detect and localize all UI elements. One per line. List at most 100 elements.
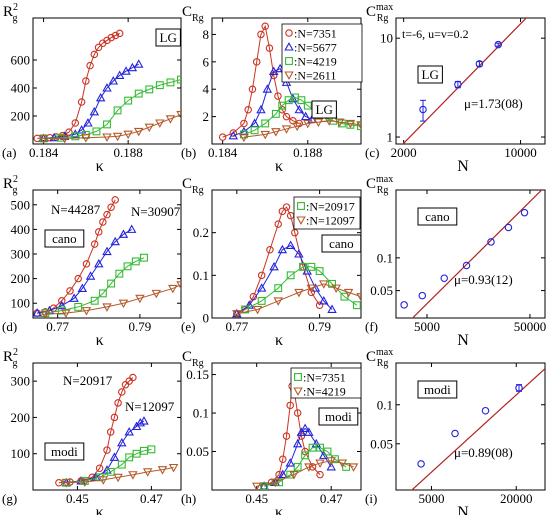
x-axis-label: κ	[275, 158, 283, 175]
panel-label: (a)	[2, 145, 16, 160]
data-point	[273, 297, 283, 306]
data-point	[95, 464, 104, 472]
data-point	[128, 471, 138, 480]
legend-entry: :N=4219	[303, 385, 346, 399]
fit-label: μ=0.89(08)	[454, 445, 513, 460]
x-axis-label: N	[457, 504, 469, 515]
data-point	[256, 104, 266, 114]
x-tick-label: 0.47	[140, 491, 163, 506]
data-point	[165, 115, 176, 124]
data-point	[451, 429, 459, 438]
legend-box	[290, 367, 362, 399]
y-tick-label: 0.1	[377, 397, 393, 412]
y-tick-label: 200	[11, 109, 31, 124]
label-box	[417, 65, 443, 84]
data-point	[289, 116, 297, 125]
data-point	[418, 291, 427, 300]
series-line	[37, 228, 132, 314]
data-point	[356, 121, 361, 130]
plot-frame	[211, 362, 362, 491]
box-label: LG	[316, 102, 333, 117]
data-layer	[402, 18, 528, 144]
panel-f: 5000 50000 0.05 0.1 Cmax Rg N (f) cano μ=0.93(12)	[365, 174, 546, 349]
plot-frame	[32, 17, 182, 145]
data-point	[288, 93, 298, 103]
x-tick-label: 0.77	[46, 319, 69, 334]
data-point	[218, 133, 227, 141]
data-point	[319, 296, 329, 305]
data-point	[118, 229, 129, 238]
annotation: N=44287	[51, 202, 101, 217]
box-label: modi	[325, 409, 352, 424]
series-line	[236, 283, 361, 315]
data-point	[115, 269, 124, 278]
data-point	[294, 288, 304, 298]
data-point	[83, 118, 93, 127]
series-line	[37, 199, 116, 314]
y-tick-label: 200	[11, 271, 31, 286]
data-point	[300, 423, 310, 432]
annotation: N=30907	[131, 204, 181, 219]
series-line	[66, 448, 152, 484]
data-point	[56, 133, 65, 142]
data-point	[176, 111, 181, 120]
data-point	[319, 280, 329, 289]
legend-marker	[297, 202, 305, 210]
data-point	[132, 449, 141, 458]
data-point	[94, 258, 104, 268]
data-point	[301, 451, 310, 460]
panel-i: 5000 20000 0.05 0.1 Cmax Rg N (i) modi μ=0.89(08)	[365, 347, 546, 515]
data-point	[331, 284, 341, 294]
x-axis-label: κ	[275, 504, 283, 515]
data-point	[257, 271, 266, 280]
data-point	[419, 105, 427, 114]
data-point	[66, 287, 74, 295]
y-axis-label: CRg	[182, 349, 204, 369]
label-box	[44, 229, 85, 248]
data-point	[282, 112, 291, 121]
fit-label: μ=0.93(12)	[454, 272, 513, 287]
data-point	[494, 40, 502, 49]
panel-label: (i)	[365, 491, 377, 506]
data-point	[232, 310, 242, 318]
data-point	[102, 83, 112, 92]
data-point	[108, 76, 119, 85]
label-box	[417, 380, 458, 399]
fit-label: μ=1.73(08)	[464, 96, 523, 111]
data-point	[278, 469, 288, 479]
panel-e: 0.77 0.79 0 0.1 0.2 CRg κ (e) cano:N=20917:N=120…	[181, 176, 362, 349]
data-point	[330, 455, 339, 464]
data-point	[257, 296, 266, 305]
legend-marker	[296, 216, 306, 225]
data-point	[61, 479, 72, 488]
y-tick-label: 100	[11, 296, 31, 311]
data-point	[102, 303, 112, 312]
data-point	[49, 132, 59, 142]
legend-entry: :N=5677	[294, 41, 337, 55]
data-point	[123, 130, 133, 140]
data-point	[289, 471, 299, 480]
data-point	[58, 297, 66, 305]
data-point	[70, 129, 81, 138]
panel-a: 0.184 0.188 200 400 600 R2 g κ (a) LG	[2, 2, 182, 175]
legend-marker	[284, 71, 294, 80]
legend-entry: :N=12097	[306, 214, 355, 228]
fit-line	[411, 190, 543, 318]
params-label: t=-6, u=v=0.2	[402, 27, 469, 41]
data-point	[504, 223, 513, 232]
data-point	[520, 208, 529, 217]
data-point	[133, 127, 144, 137]
legend-entry: :N=2611	[294, 69, 336, 83]
y-tick-label: 8	[203, 27, 210, 42]
series-line	[45, 284, 181, 315]
data-point	[126, 224, 137, 233]
data-point	[55, 478, 63, 487]
data-layer	[400, 190, 543, 318]
data-point	[475, 60, 484, 68]
data-point	[326, 461, 336, 471]
data-point	[95, 92, 106, 102]
box-label: modi	[424, 382, 451, 397]
data-layer	[251, 382, 359, 490]
data-point	[98, 476, 109, 485]
